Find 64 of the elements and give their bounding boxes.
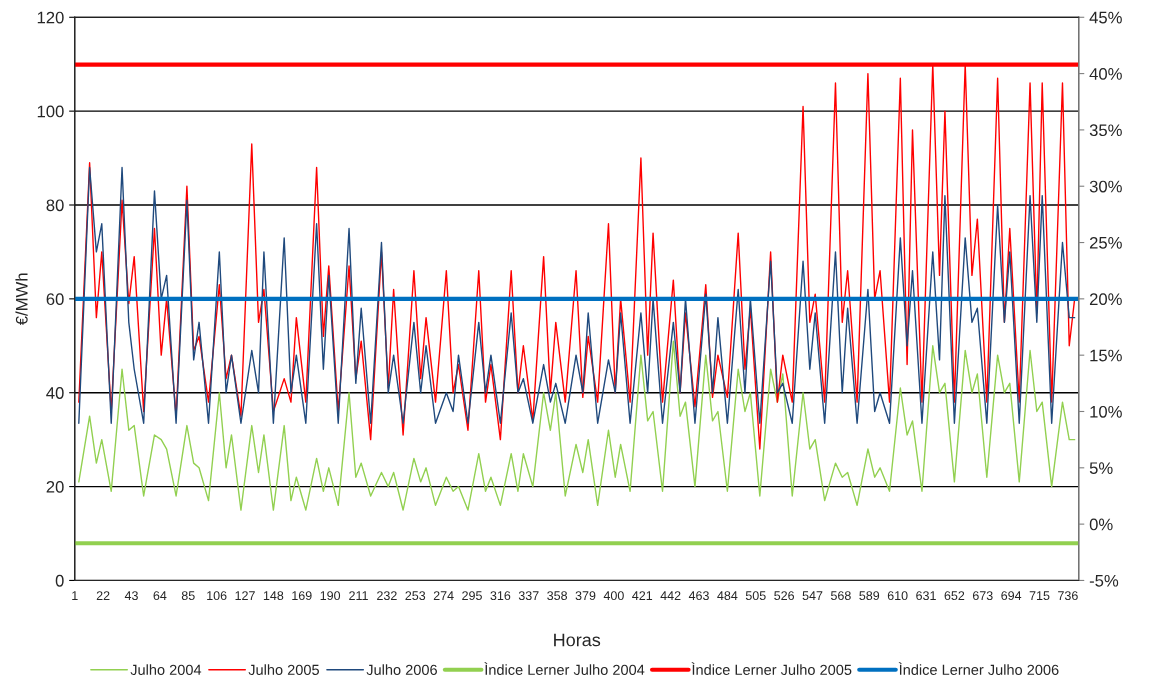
y-tick-label: 20: [46, 480, 64, 493]
x-tick-label: 1: [72, 591, 78, 600]
y2-tick-label: 35%: [1089, 124, 1122, 137]
x-tick-label: 232: [377, 591, 397, 601]
x-tick-label: 316: [490, 591, 511, 601]
y-axis-title: €/MWh: [15, 273, 28, 326]
x-tick-label: 358: [547, 591, 568, 601]
x-tick-label: 127: [235, 591, 255, 600]
x-tick-label: 22: [96, 591, 110, 600]
y2-tick-label: 25%: [1089, 236, 1122, 249]
x-tick-label: 64: [153, 591, 167, 601]
x-tick-label: 631: [916, 591, 936, 601]
x-tick-label: 169: [292, 591, 312, 601]
y2-tick-label: -5%: [1089, 574, 1119, 587]
y2-tick-label: 5%: [1089, 462, 1113, 475]
x-tick-label: 148: [263, 591, 284, 601]
x-tick-label: 274: [433, 591, 454, 600]
x-tick-label: 505: [745, 591, 766, 601]
line-series: [78, 340, 1076, 511]
x-tick-label: 484: [717, 591, 738, 601]
y-tick-label: 60: [46, 293, 64, 306]
x-tick-label: 673: [972, 591, 993, 601]
x-tick-label: 43: [124, 591, 138, 601]
y2-tick-label: 15%: [1090, 349, 1122, 362]
y2-tick-label: 10%: [1090, 405, 1122, 418]
x-axis-title: Horas: [554, 633, 601, 647]
x-tick-label: 106: [207, 591, 227, 601]
x-tick-label: 589: [859, 591, 880, 601]
x-tick-label: 568: [830, 591, 851, 601]
x-tick-label: 400: [603, 591, 624, 601]
x-tick-label: 421: [632, 591, 653, 600]
x-tick-label: 442: [660, 591, 681, 600]
y-tick-label: 40: [46, 387, 64, 399]
y-tick-label: 100: [37, 105, 64, 118]
x-tick-label: 610: [887, 591, 908, 601]
x-tick-label: 295: [462, 591, 482, 601]
x-tick-label: 694: [1001, 591, 1022, 601]
legend-label: Ìndice Lerner Julho 2004: [484, 662, 645, 675]
y2-tick-label: 45%: [1089, 11, 1122, 24]
y-tick-label: 0: [55, 574, 64, 587]
legend-label: Ìndice Lerner Julho 2005: [691, 662, 852, 675]
x-tick-label: 190: [320, 591, 341, 601]
legend-label: Ìndice Lerner Julho 2006: [898, 662, 1059, 675]
y2-tick-label: 30%: [1089, 180, 1122, 193]
x-tick-label: 736: [1058, 591, 1078, 601]
y-tick-label: 120: [37, 11, 64, 24]
x-tick-label: 715: [1029, 591, 1050, 601]
x-tick-label: 652: [944, 591, 965, 601]
x-tick-label: 211: [349, 591, 368, 600]
legend-label: Julho 2005: [248, 664, 319, 675]
legend-label: Julho 2006: [366, 664, 437, 675]
x-tick-label: 547: [802, 591, 823, 601]
legend-label: Julho 2004: [130, 664, 202, 675]
line-series: [78, 166, 1076, 424]
x-tick-label: 526: [774, 591, 795, 601]
x-tick-label: 85: [181, 591, 195, 601]
x-tick-label: 253: [405, 591, 426, 601]
y-tick-label: 80: [46, 199, 64, 212]
y2-tick-label: 40%: [1089, 67, 1122, 80]
x-tick-label: 379: [575, 591, 596, 601]
x-tick-label: 337: [518, 591, 539, 601]
y2-tick-label: 20%: [1089, 293, 1122, 306]
y2-tick-label: 0%: [1089, 518, 1113, 531]
x-tick-label: 463: [688, 591, 709, 601]
